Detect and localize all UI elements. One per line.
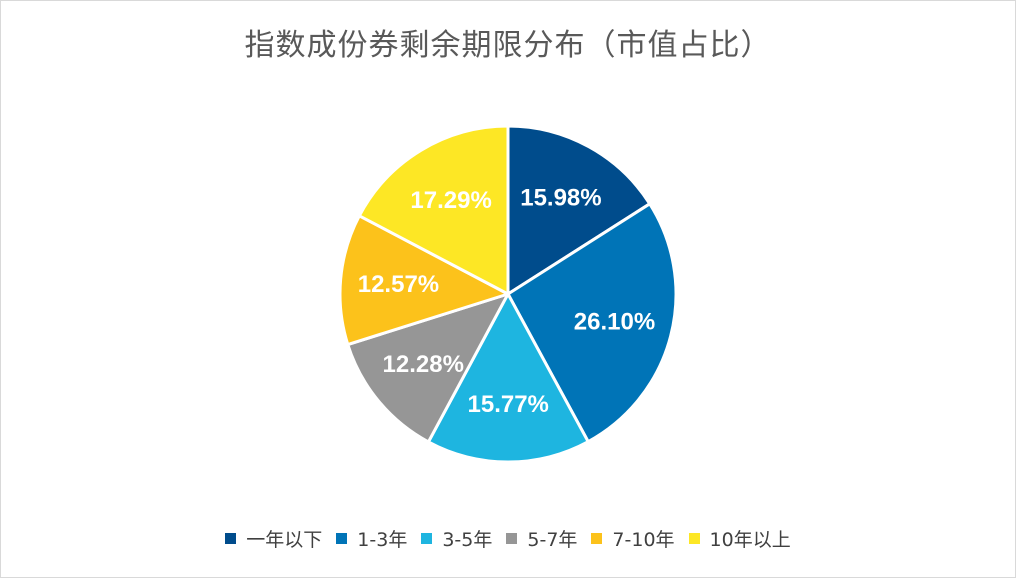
legend-swatch-4 <box>506 533 518 544</box>
legend-item-1: 一年以下 <box>225 525 322 552</box>
slice-label-5: 12.57% <box>358 271 439 298</box>
slice-label-2: 26.10% <box>574 309 655 336</box>
pie-slice-4 <box>346 292 510 444</box>
legend-label-2: 1-3年 <box>357 529 408 551</box>
chart-title: 指数成份券剩余期限分布（市值占比） <box>244 28 772 63</box>
legend-label-5: 7-10年 <box>612 529 675 551</box>
legend-label-6: 10年以上 <box>709 529 791 551</box>
legend-label-3: 3-5年 <box>442 529 493 551</box>
pie-slice-1 <box>506 124 652 296</box>
slice-label-4: 12.28% <box>383 351 464 378</box>
legend-swatch-1 <box>225 533 237 544</box>
legend-item-5: 7-10年 <box>591 525 675 552</box>
legend-item-4: 5-7年 <box>506 525 577 552</box>
pie-slice-2 <box>506 202 678 444</box>
legend-item-3: 3-5年 <box>421 525 492 552</box>
pie-slice-5 <box>338 214 510 347</box>
slice-label-1: 15.98% <box>520 185 601 212</box>
legend-item-2: 1-3年 <box>336 525 407 552</box>
legend-label-1: 一年以下 <box>246 529 323 551</box>
pie-slice-3 <box>426 292 590 464</box>
legend-item-6: 10年以上 <box>688 525 791 552</box>
legend-label-4: 5-7年 <box>527 529 578 551</box>
legend-swatch-5 <box>591 533 603 544</box>
pie-slice-6 <box>357 124 510 296</box>
legend-swatch-2 <box>336 533 348 544</box>
chart-legend: 一年以下 1-3年 3-5年 5-7年 7-10年 10年以上 <box>0 525 1016 552</box>
slice-label-3: 15.77% <box>468 391 549 418</box>
legend-swatch-3 <box>421 533 433 544</box>
legend-swatch-6 <box>688 533 700 544</box>
slice-label-6: 17.29% <box>410 187 491 214</box>
